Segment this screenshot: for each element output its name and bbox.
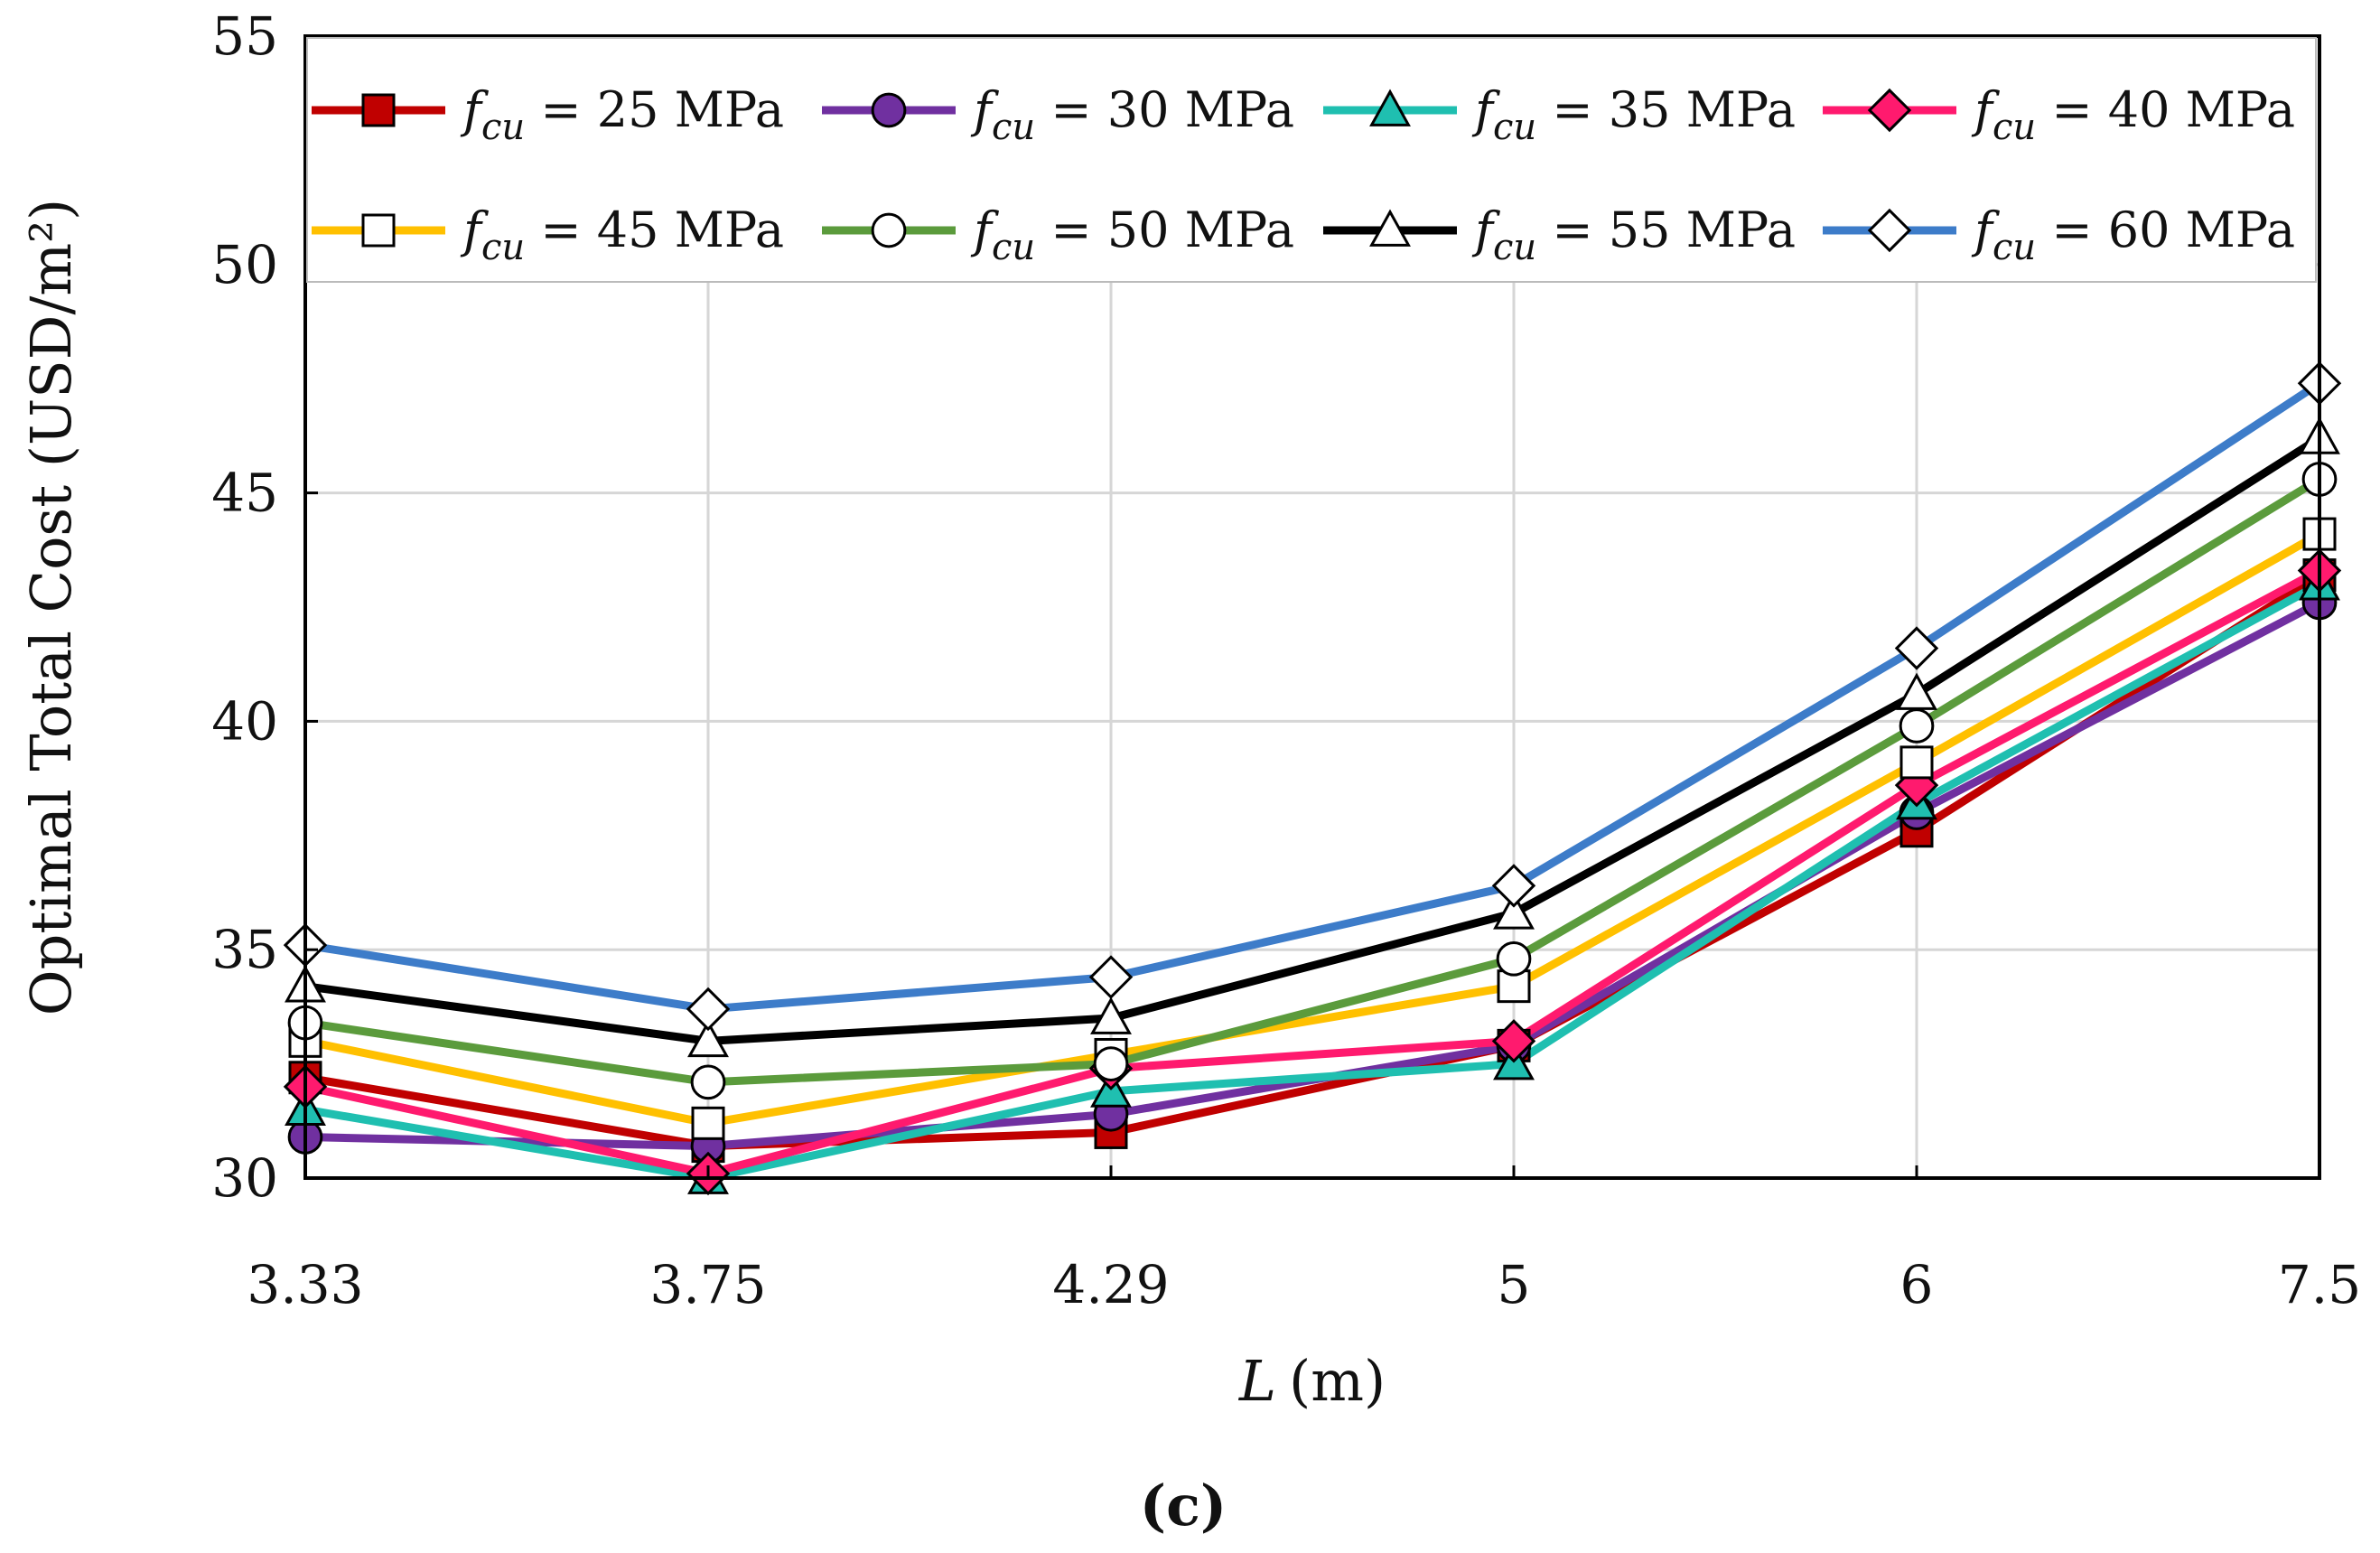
series-line-6: [304, 475, 2322, 1087]
x-tick-label: 4.29: [1052, 1254, 1169, 1315]
series-6-point: [1496, 940, 1532, 977]
x-tick-label: 7.5: [2278, 1254, 2361, 1315]
legend-label-3: fcu = 35 MPa: [1471, 81, 1796, 148]
legend-marker-2: [871, 92, 907, 128]
y-tick-label: 30: [211, 1147, 278, 1209]
legend-label-5: fcu = 45 MPa: [460, 201, 784, 268]
series-7-point: [1090, 996, 1132, 1034]
plot-frame: [303, 34, 2321, 1180]
series-line-1: [304, 571, 2322, 1151]
x-axis-title-unit: (m): [1289, 1348, 1386, 1414]
series-line-4: [304, 566, 2322, 1178]
x-tick-label: 6: [1900, 1254, 1934, 1315]
legend-box: [306, 37, 2317, 283]
series-7-point: [687, 1019, 729, 1058]
legend-marker-3: [1369, 89, 1411, 126]
legend: fcu = 25 MPa fcu = 30 MPa fcu = 35 MPa fcu …: [312, 81, 2295, 268]
series-4-point: [1491, 1019, 1536, 1063]
series-6-point: [690, 1064, 726, 1100]
legend-label-1: fcu = 25 MPa: [460, 81, 784, 148]
series-6-point: [1899, 708, 1935, 744]
legend-marker-7: [1369, 209, 1411, 247]
series-line-8: [304, 379, 2322, 1014]
series-7-point: [1493, 892, 1535, 930]
legend-marker-1: [361, 93, 396, 127]
axes: 30 35 40 45 50 55 3.33 3.75 4.29 5 6 7.5: [211, 5, 2361, 1315]
legend-label-8: fcu = 60 MPa: [1971, 201, 2295, 268]
series-8-point: [686, 987, 731, 1032]
y-axis-title: Optimal Total Cost (USD/m²): [18, 199, 84, 1015]
series-5-point: [691, 1106, 725, 1140]
series-8-point: [1491, 864, 1536, 908]
series-7-point: [1896, 672, 1937, 710]
series-8-point: [1894, 626, 1939, 670]
legend-label-7: fcu = 55 MPa: [1471, 201, 1796, 268]
series-5-point: [1899, 745, 1934, 780]
x-axis-title-var: L: [1238, 1348, 1276, 1414]
y-tick-label: 50: [211, 234, 278, 295]
legend-marker-8: [1867, 208, 1912, 253]
y-tick-label: 40: [211, 690, 278, 752]
series-line-5: [304, 530, 2322, 1127]
legend-label-2: fcu = 30 MPa: [970, 81, 1294, 148]
y-tick-label: 55: [211, 5, 278, 67]
series-line-7: [304, 435, 2322, 1045]
y-tick-label: 35: [211, 919, 278, 980]
legend-marker-6: [871, 212, 907, 248]
x-axis-title: L (m): [1238, 1348, 1386, 1414]
series-lines: [304, 379, 2322, 1183]
legend-marker-5: [361, 213, 396, 248]
panel-label: (c): [1140, 1473, 1227, 1539]
series-6-point: [1093, 1046, 1129, 1081]
x-tick-label: 3.75: [649, 1254, 766, 1315]
y-tick-label: 45: [211, 463, 278, 524]
series-line-3: [304, 580, 2322, 1183]
legend-marker-4: [1867, 88, 1912, 133]
x-tick-label: 5: [1498, 1254, 1531, 1315]
series-8-point: [1088, 955, 1134, 999]
legend-label-4: fcu = 40 MPa: [1971, 81, 2295, 148]
x-tick-label: 3.33: [247, 1254, 363, 1315]
